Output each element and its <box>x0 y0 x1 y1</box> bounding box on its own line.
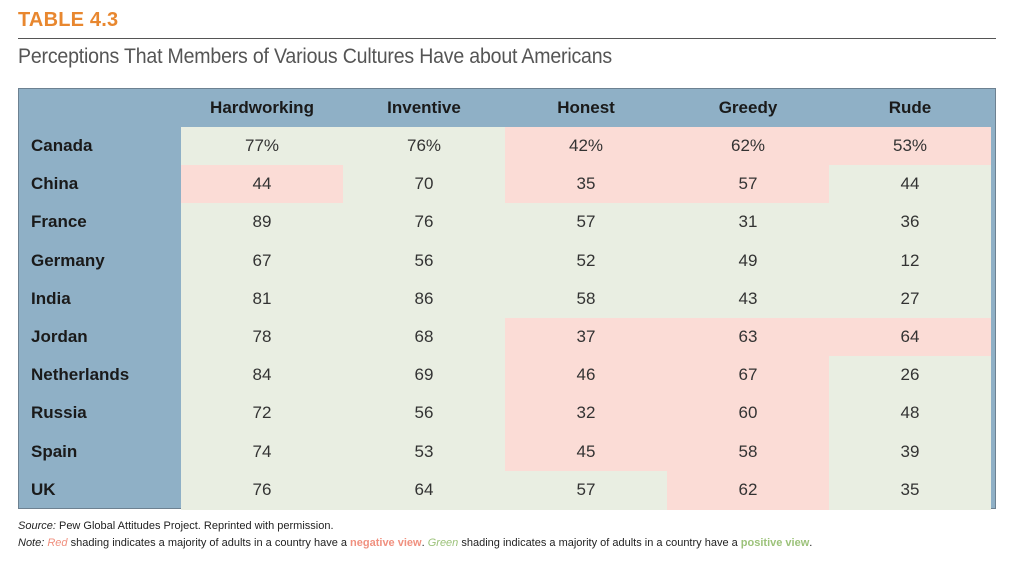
row-header: Jordan <box>31 327 88 346</box>
table-cell: 37 <box>505 318 667 357</box>
table-cell: 57 <box>505 203 667 243</box>
table-cell: 46 <box>505 356 667 396</box>
table-cell: 12 <box>829 241 991 281</box>
note-label: Note: <box>18 537 45 549</box>
row-header: Netherlands <box>31 365 130 385</box>
positive-view: positive view <box>740 537 810 549</box>
row-header: UK <box>31 479 56 499</box>
table-cell: 63 <box>667 318 829 357</box>
table-cell: 84 <box>181 356 343 396</box>
row-header: Canada <box>31 136 93 155</box>
table-cell: 57 <box>667 165 829 205</box>
table-cell: 39 <box>829 432 991 472</box>
column-header: Honest <box>557 98 615 117</box>
table-cell: 74 <box>181 432 343 472</box>
negative-view: negative view <box>350 537 422 549</box>
table-cell: 64 <box>343 470 505 510</box>
table-cell: 60 <box>667 394 829 434</box>
table-cell: 70 <box>343 165 505 205</box>
title-rule <box>18 38 996 39</box>
table-cell: 58 <box>505 279 667 319</box>
table-cell: 56 <box>343 394 505 434</box>
table-title: Perceptions That Members of Various Cult… <box>18 45 612 68</box>
table-cell: 76% <box>343 127 505 166</box>
table-cell: 72 <box>181 394 343 434</box>
source-text: Pew Global Attitudes Project. Reprinted … <box>55 520 334 532</box>
table-cell: 58 <box>667 432 829 472</box>
table-cell: 44 <box>829 165 991 205</box>
table-cell: 76 <box>181 470 343 510</box>
note-part4: . <box>809 537 813 549</box>
table-cell: 62% <box>667 127 829 166</box>
column-header: Inventive <box>387 98 461 117</box>
table-cell: 78 <box>181 318 343 357</box>
table-cell: 53% <box>829 127 991 166</box>
row-header: Germany <box>31 250 105 270</box>
data-table: Hardworking Inventive Honest Greedy Rude Cana… <box>18 88 996 510</box>
table-cell: 62 <box>667 470 829 510</box>
table-cell: 36 <box>829 203 991 243</box>
table-cell: 68 <box>343 318 505 357</box>
table-cell: 44 <box>181 165 343 205</box>
table-cell: 48 <box>829 394 991 434</box>
row-header: India <box>31 288 71 308</box>
note-part1: shading indicates a majority of adults i… <box>67 537 351 549</box>
table-cell: 31 <box>667 203 829 243</box>
table-cell: 42% <box>505 127 667 166</box>
table-cell: 67 <box>667 356 829 396</box>
source-note: Source: Pew Global Attitudes Project. Re… <box>18 520 334 532</box>
table-cell: 52 <box>505 241 667 281</box>
row-header: France <box>31 212 87 232</box>
table-cell: 56 <box>343 241 505 281</box>
table-cell: 76 <box>343 203 505 243</box>
table-cell: 35 <box>505 165 667 205</box>
table-label: TABLE 4.3 <box>18 9 119 31</box>
red-word: Red <box>47 537 68 549</box>
shading-note: Note: Red shading indicates a majority o… <box>18 537 812 549</box>
table-cell: 86 <box>343 279 505 319</box>
table-cell: 49 <box>667 241 829 281</box>
column-header: Hardworking <box>210 98 314 117</box>
note-part2: . <box>421 537 428 549</box>
table-cell: 64 <box>829 318 991 357</box>
table-cell: 43 <box>667 279 829 319</box>
row-header: China <box>31 174 79 194</box>
row-header: Spain <box>31 441 78 461</box>
table-cell: 53 <box>343 432 505 472</box>
table-cell: 32 <box>505 394 667 434</box>
table-cell: 27 <box>829 279 991 319</box>
table-cell: 77% <box>181 127 343 166</box>
table-cell: 45 <box>505 432 667 472</box>
source-label: Source: <box>18 520 56 532</box>
column-header: Greedy <box>718 98 778 117</box>
table-cell: 57 <box>505 470 667 510</box>
column-header: Rude <box>888 98 932 117</box>
table-cell: 89 <box>181 203 343 243</box>
row-header: Russia <box>31 403 87 423</box>
table-cell: 81 <box>181 279 343 319</box>
table-cell: 67 <box>181 241 343 281</box>
table-cell: 35 <box>829 470 991 510</box>
note-part3: shading indicates a majority of adults i… <box>458 537 741 549</box>
green-word: Green <box>427 537 459 549</box>
table-cell: 26 <box>829 356 991 396</box>
table-cell: 69 <box>343 356 505 396</box>
